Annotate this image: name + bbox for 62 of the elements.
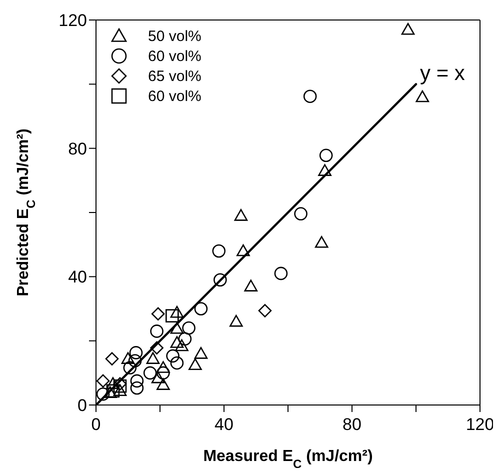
point [170,336,184,348]
point [121,352,135,364]
y-tick-label: 0 [78,396,87,416]
point [96,387,110,401]
x-tick-label: 40 [214,415,234,434]
point [244,280,258,292]
point [130,381,144,395]
point [96,374,110,388]
point [151,307,165,321]
x-tick-label: 80 [342,415,362,434]
point [130,374,144,388]
series-label: y = x [420,62,466,86]
point [188,358,202,370]
y-tick-label: 120 [58,11,87,30]
point [150,341,164,355]
point [170,322,184,334]
x-tick-label: 0 [91,415,101,434]
point [106,384,120,398]
point [128,354,142,368]
point [129,346,143,360]
point [156,378,170,390]
point [156,361,170,373]
point [214,273,227,287]
point [170,306,184,318]
point [294,207,308,220]
point [318,164,332,176]
point [303,90,317,104]
point [314,236,328,248]
point [166,349,180,363]
legend-label: 65 vol% [148,68,202,84]
point [175,339,188,352]
point [258,304,272,318]
point [319,148,333,162]
point [156,366,170,380]
legend-label: 50 vol% [148,28,202,44]
point [212,244,226,258]
point [178,332,192,346]
point [113,377,127,390]
legend-label: 60 vol% [148,48,202,64]
point [182,321,196,335]
point [416,90,430,102]
point [113,379,127,393]
point [123,361,137,374]
point [105,352,119,366]
point [151,371,165,384]
y-tick-label: 40 [68,268,87,287]
point [170,356,184,370]
point [234,209,248,221]
point [274,266,288,280]
point [230,314,243,327]
point [194,347,208,359]
legend-label: 60 vol% [148,88,202,104]
point [143,366,157,380]
point [236,244,250,256]
x-axis-title: Measured E$_{C}$ (mJ/cm²) [203,448,373,471]
point [401,22,415,35]
point [150,324,164,338]
point [166,309,179,322]
y-tick-label: 80 [68,139,87,158]
point [146,352,160,364]
point [194,302,208,316]
point [113,384,127,396]
